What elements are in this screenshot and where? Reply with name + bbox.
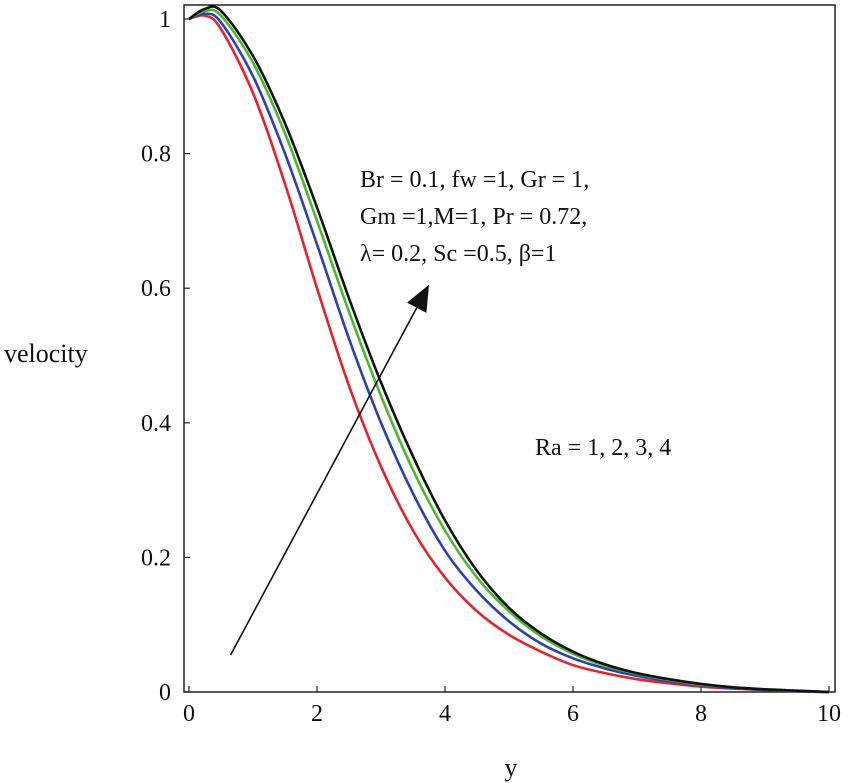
- y-tick-label: 0.6: [141, 276, 171, 302]
- x-tick-label: 0: [183, 701, 195, 727]
- x-tick-label: 10: [817, 701, 841, 727]
- y-tick-label: 0.8: [141, 142, 171, 168]
- series-line-2: [188, 12, 830, 694]
- plot-frame: [183, 4, 836, 693]
- y-tick-label: 1: [159, 7, 171, 33]
- y-axis-label: velocity: [4, 339, 88, 368]
- x-tick-label: 6: [567, 701, 579, 727]
- params-annotation-line1: Br = 0.1, fw =1, Gr = 1,: [360, 167, 589, 193]
- params-annotation-line3: λ= 0.2, Sc =0.5, β=1: [360, 241, 556, 267]
- x-tick-label: 8: [695, 701, 707, 727]
- ra-annotation: Ra = 1, 2, 3, 4: [535, 435, 671, 461]
- y-tick-label: 0.4: [141, 411, 171, 437]
- trend-arrow: [229, 284, 429, 656]
- y-axis-ticks: 0 0.2 0.4 0.6 0.8 1: [141, 7, 190, 706]
- x-tick-label: 2: [311, 701, 323, 727]
- x-axis-label: y: [505, 753, 518, 782]
- y-tick-label: 0: [159, 680, 171, 706]
- series-lines: [188, 5, 830, 694]
- params-annotation-line2: Gm =1,M=1, Pr = 0.72,: [360, 204, 587, 230]
- x-axis-ticks: 0 2 4 6 8 10: [183, 686, 841, 727]
- y-tick-label: 0.2: [141, 545, 171, 571]
- arrow-shaft: [229, 307, 418, 656]
- series-line-1: [188, 13, 830, 694]
- series-line-3: [188, 8, 830, 694]
- x-tick-label: 4: [439, 701, 451, 727]
- series-line-4: [188, 5, 830, 694]
- arrow-head: [407, 284, 429, 313]
